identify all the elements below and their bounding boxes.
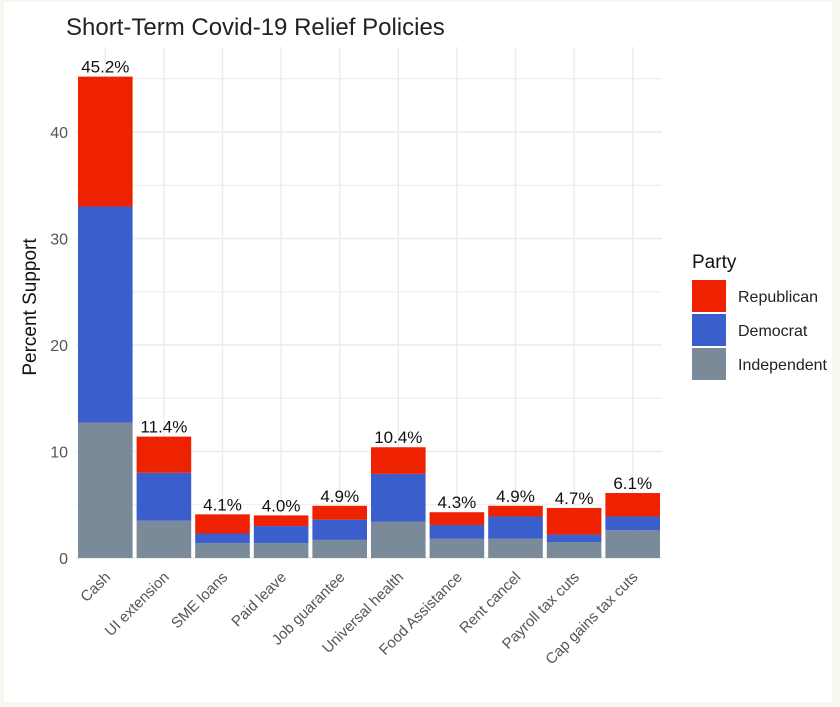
bar-segment-democrat: [546, 534, 602, 543]
total-label: 4.0%: [262, 496, 301, 515]
legend-swatch-republican: [692, 280, 726, 312]
x-tick-label: SME loans: [168, 569, 231, 632]
bar-segment-democrat: [136, 472, 192, 521]
bar-segment-democrat: [605, 516, 660, 531]
y-tick-label: 30: [50, 232, 68, 249]
bar-segment-independent: [546, 542, 602, 558]
total-label: 4.3%: [438, 493, 477, 512]
legend-label-republican: Republican: [738, 289, 818, 306]
bar-segment-republican: [371, 447, 426, 474]
total-label: 4.9%: [496, 487, 535, 506]
y-tick-label: 0: [59, 551, 68, 568]
total-label: 11.4%: [140, 418, 187, 437]
bar-segment-democrat: [371, 473, 426, 522]
bar-segment-republican: [136, 436, 192, 473]
bar-segment-republican: [312, 505, 367, 520]
bar-segment-independent: [488, 538, 543, 558]
stacked-bar-chart: 45.2% 11.4% 4.1% 4.0% 4.9% 10.4% 4.3% 4.9% 4.7% 6…: [20, 14, 828, 668]
total-labels: 45.2% 11.4% 4.1% 4.0% 4.9% 10.4% 4.3% 4.9% 4.7% 6…: [81, 58, 652, 516]
legend: Party Republican Democrat Independent: [692, 252, 828, 380]
x-tick-label: Cash: [77, 569, 114, 606]
bar-segment-independent: [78, 422, 133, 558]
total-label: 4.9%: [320, 487, 359, 506]
bar-segment-republican: [546, 507, 602, 535]
chart-title: Short-Term Covid-19 Relief Policies: [66, 14, 445, 41]
total-label: 4.1%: [203, 495, 242, 514]
bar-segment-independent: [605, 530, 660, 558]
bar-segment-independent: [195, 543, 250, 558]
total-label: 6.1%: [613, 474, 652, 493]
y-axis-label: Percent Support: [20, 238, 41, 376]
bar-segment-independent: [429, 538, 485, 558]
bar-segment-democrat: [78, 206, 133, 423]
bar-segment-democrat: [312, 519, 367, 540]
legend-label-democrat: Democrat: [738, 323, 808, 340]
y-tick-label: 20: [50, 338, 68, 355]
bar-segment-democrat: [253, 526, 309, 544]
bar-segment-democrat: [429, 524, 485, 539]
bar-segment-democrat: [488, 516, 543, 539]
bar-segment-independent: [371, 521, 426, 558]
total-label: 45.2%: [81, 58, 129, 77]
bar-segment-republican: [429, 512, 485, 525]
legend-swatch-independent: [692, 348, 726, 380]
chart-frame: 45.2% 11.4% 4.1% 4.0% 4.9% 10.4% 4.3% 4.9% 4.7% 6…: [4, 2, 832, 702]
bar-segment-independent: [253, 543, 309, 558]
y-tick-label: 40: [50, 125, 68, 142]
bar-segment-republican: [253, 515, 309, 527]
bar-segment-independent: [136, 520, 192, 558]
bar-segment-republican: [78, 76, 133, 207]
legend-label-independent: Independent: [738, 357, 828, 374]
bar-segment-republican: [195, 514, 250, 534]
bar-segment-republican: [605, 493, 660, 517]
legend-swatch-democrat: [692, 314, 726, 346]
bars: [78, 76, 660, 558]
x-tick-label: Paid leave: [228, 569, 290, 631]
total-label: 4.7%: [555, 489, 594, 508]
bar-segment-republican: [488, 505, 543, 517]
legend-title: Party: [692, 252, 737, 273]
bar-segment-independent: [312, 539, 367, 558]
total-label: 10.4%: [374, 428, 422, 447]
y-tick-labels: 0 10 20 30 40: [50, 125, 68, 568]
y-tick-label: 10: [50, 445, 68, 462]
bar-segment-democrat: [195, 533, 250, 544]
